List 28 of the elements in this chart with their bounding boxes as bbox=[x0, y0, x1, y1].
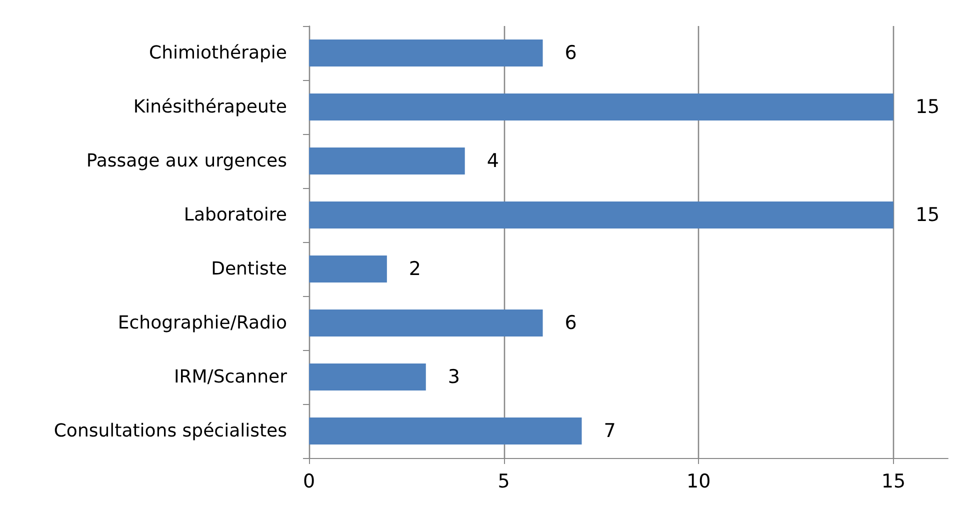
y-tick-label: Laboratoire bbox=[184, 204, 287, 226]
bar bbox=[309, 94, 894, 120]
data-label: 7 bbox=[604, 420, 616, 442]
data-label: 6 bbox=[564, 312, 577, 334]
bar bbox=[309, 256, 387, 282]
x-tick-label: 0 bbox=[302, 470, 316, 492]
bar bbox=[309, 40, 543, 66]
data-label: 3 bbox=[448, 366, 460, 388]
y-tick-label: Chimiothérapie bbox=[149, 42, 287, 64]
data-label: 4 bbox=[486, 150, 499, 172]
x-tick-label: 5 bbox=[498, 470, 510, 492]
bar bbox=[309, 202, 894, 228]
data-label: 2 bbox=[408, 258, 422, 280]
bar bbox=[309, 310, 543, 336]
data-label: 15 bbox=[915, 204, 940, 226]
y-tick-label: Kinésithérapeute bbox=[133, 96, 287, 118]
bar bbox=[309, 418, 582, 444]
y-tick-label: Dentiste bbox=[211, 258, 287, 280]
x-tick-label: 15 bbox=[881, 470, 906, 492]
y-tick-label: IRM/Scanner bbox=[174, 366, 288, 388]
bar bbox=[309, 364, 426, 390]
y-tick-label: Echographie/Radio bbox=[118, 312, 287, 334]
bar bbox=[309, 148, 465, 174]
y-tick-label: Consultations spécialistes bbox=[54, 420, 287, 442]
x-tick-label: 10 bbox=[686, 470, 711, 492]
y-tick-label: Passage aux urgences bbox=[86, 150, 287, 172]
data-label: 15 bbox=[915, 96, 940, 118]
data-label: 6 bbox=[564, 42, 577, 64]
